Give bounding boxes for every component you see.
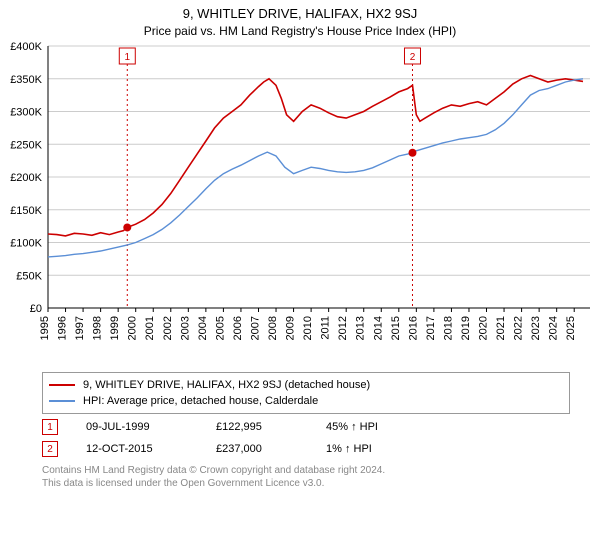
sale-marker-icon: 2	[42, 441, 58, 457]
svg-text:2014: 2014	[372, 316, 384, 340]
legend-swatch	[49, 400, 75, 402]
footer-line: Contains HM Land Registry data © Crown c…	[42, 464, 570, 477]
sale-marker-icon: 1	[42, 419, 58, 435]
footer: Contains HM Land Registry data © Crown c…	[42, 464, 570, 490]
svg-text:1998: 1998	[92, 316, 104, 340]
svg-text:2017: 2017	[425, 316, 437, 340]
svg-text:2025: 2025	[565, 316, 577, 340]
sale-row: 2 12-OCT-2015 £237,000 1% ↑ HPI	[42, 438, 570, 460]
title-block: 9, WHITLEY DRIVE, HALIFAX, HX2 9SJ Price…	[0, 0, 600, 38]
svg-text:£350K: £350K	[10, 74, 42, 86]
svg-text:2009: 2009	[285, 316, 297, 340]
svg-text:£300K: £300K	[10, 107, 42, 119]
svg-text:2005: 2005	[214, 316, 226, 340]
svg-text:2010: 2010	[302, 316, 314, 340]
sale-date: 12-OCT-2015	[86, 443, 216, 455]
legend: 9, WHITLEY DRIVE, HALIFAX, HX2 9SJ (deta…	[42, 372, 570, 414]
svg-text:2013: 2013	[355, 316, 367, 340]
svg-text:2023: 2023	[530, 316, 542, 340]
sale-date: 09-JUL-1999	[86, 421, 216, 433]
chart-container: 9, WHITLEY DRIVE, HALIFAX, HX2 9SJ Price…	[0, 0, 600, 560]
svg-text:2008: 2008	[267, 316, 279, 340]
svg-text:1997: 1997	[74, 316, 86, 340]
svg-text:2024: 2024	[548, 316, 560, 340]
sale-price: £237,000	[216, 443, 326, 455]
sales-table: 1 09-JUL-1999 £122,995 45% ↑ HPI 2 12-OC…	[42, 416, 570, 460]
svg-text:2019: 2019	[460, 316, 472, 340]
price-chart: £0 £50K £100K £150K £200K £250K £300K £350K £400…	[0, 38, 600, 368]
sale-row: 1 09-JUL-1999 £122,995 45% ↑ HPI	[42, 416, 570, 438]
legend-label: HPI: Average price, detached house, Cald…	[83, 395, 318, 407]
svg-text:2021: 2021	[495, 316, 507, 340]
subtitle: Price paid vs. HM Land Registry's House …	[0, 24, 600, 38]
sale-hpi: 45% ↑ HPI	[326, 421, 436, 433]
svg-text:2: 2	[410, 52, 416, 63]
svg-text:2012: 2012	[337, 316, 349, 340]
footer-line: This data is licensed under the Open Gov…	[42, 477, 570, 490]
legend-swatch	[49, 384, 75, 386]
svg-text:£400K: £400K	[10, 41, 42, 53]
legend-item: 9, WHITLEY DRIVE, HALIFAX, HX2 9SJ (deta…	[49, 377, 563, 393]
svg-text:2002: 2002	[162, 316, 174, 340]
svg-text:2022: 2022	[513, 316, 525, 340]
svg-text:1: 1	[125, 52, 131, 63]
svg-text:2003: 2003	[179, 316, 191, 340]
svg-text:£0: £0	[30, 303, 42, 315]
svg-text:2015: 2015	[390, 316, 402, 340]
address-title: 9, WHITLEY DRIVE, HALIFAX, HX2 9SJ	[0, 6, 600, 21]
svg-text:2001: 2001	[144, 316, 156, 340]
svg-text:£50K: £50K	[16, 270, 42, 282]
svg-text:£200K: £200K	[10, 172, 42, 184]
svg-text:2011: 2011	[320, 316, 332, 340]
svg-text:2000: 2000	[127, 316, 139, 340]
svg-text:2004: 2004	[197, 316, 209, 340]
svg-text:£150K: £150K	[10, 205, 42, 217]
svg-text:£100K: £100K	[10, 238, 42, 250]
svg-text:2018: 2018	[442, 316, 454, 340]
svg-text:1995: 1995	[39, 316, 51, 340]
svg-text:2006: 2006	[232, 316, 244, 340]
svg-text:1999: 1999	[109, 316, 121, 340]
svg-text:1996: 1996	[57, 316, 69, 340]
svg-text:2007: 2007	[249, 316, 261, 340]
svg-text:2016: 2016	[407, 316, 419, 340]
legend-item: HPI: Average price, detached house, Cald…	[49, 393, 563, 409]
legend-label: 9, WHITLEY DRIVE, HALIFAX, HX2 9SJ (deta…	[83, 379, 370, 391]
sale-hpi: 1% ↑ HPI	[326, 443, 436, 455]
svg-text:£250K: £250K	[10, 139, 42, 151]
sale-price: £122,995	[216, 421, 326, 433]
svg-text:2020: 2020	[478, 316, 490, 340]
